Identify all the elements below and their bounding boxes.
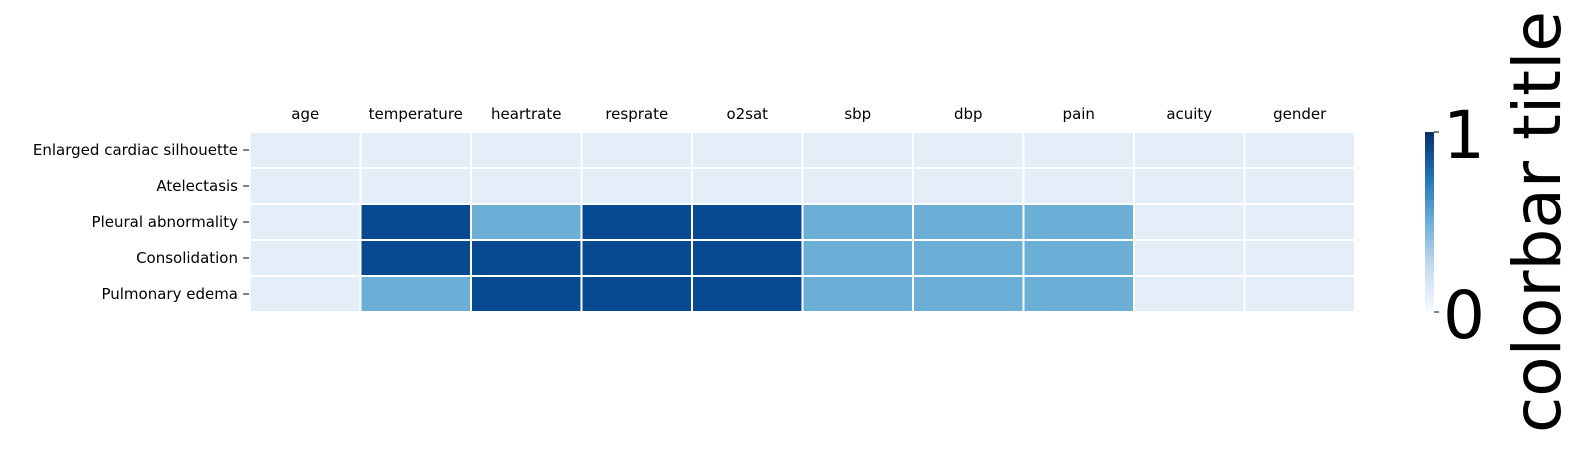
heatmap-cell xyxy=(912,275,1025,313)
heatmap-cell xyxy=(1133,239,1246,277)
heatmap-cell xyxy=(249,167,362,205)
heatmap-cell xyxy=(691,167,804,205)
heatmap-cell xyxy=(580,131,693,169)
column-label: sbp xyxy=(844,105,871,123)
heatmap-cell xyxy=(801,239,914,277)
heatmap-cell xyxy=(1133,203,1246,241)
column-label: heartrate xyxy=(491,105,561,123)
heatmap-cell xyxy=(249,131,362,169)
heatmap-cell xyxy=(580,203,693,241)
heatmap-cell xyxy=(691,131,804,169)
heatmap-cell xyxy=(1133,167,1246,205)
column-label: dbp xyxy=(954,105,983,123)
heatmap-cell xyxy=(801,203,914,241)
heatmap-cell xyxy=(580,275,693,313)
heatmap-cell xyxy=(1243,131,1356,169)
heatmap-cell xyxy=(249,239,362,277)
column-label: acuity xyxy=(1166,105,1212,123)
heatmap-cell xyxy=(359,131,472,169)
heatmap-cell xyxy=(359,239,472,277)
column-label: o2sat xyxy=(726,105,768,123)
heatmap-cell xyxy=(249,203,362,241)
heatmap-cells xyxy=(249,131,1356,313)
heatmap-cell xyxy=(1022,131,1135,169)
colorbar: 1 0 colorbar title xyxy=(1425,11,1576,433)
row-labels: Enlarged cardiac silhouette Atelectasis Pl… xyxy=(33,141,249,303)
colorbar-gradient-bar xyxy=(1425,132,1434,312)
heatmap-cell xyxy=(1022,203,1135,241)
heatmap-cell xyxy=(691,203,804,241)
column-labels: age temperature heartrate resprate o2sat sbp d… xyxy=(291,105,1327,123)
heatmap-cell xyxy=(359,203,472,241)
heatmap-cell xyxy=(249,275,362,313)
heatmap-cell xyxy=(1243,167,1356,205)
row-label: Enlarged cardiac silhouette xyxy=(33,141,238,159)
colorbar-title: colorbar title xyxy=(1499,11,1576,433)
heatmap-cell xyxy=(470,203,583,241)
heatmap-cell xyxy=(1133,275,1246,313)
heatmap-cell xyxy=(1022,167,1135,205)
heatmap-cell xyxy=(912,239,1025,277)
heatmap-cell xyxy=(912,131,1025,169)
column-label: temperature xyxy=(369,105,463,123)
column-label: pain xyxy=(1063,105,1095,123)
row-label: Pulmonary edema xyxy=(101,285,238,303)
heatmap-cell xyxy=(580,239,693,277)
heatmap-cell xyxy=(470,239,583,277)
row-label: Consolidation xyxy=(136,249,238,267)
row-label: Atelectasis xyxy=(156,177,238,195)
column-label: age xyxy=(291,105,319,123)
heatmap-cell xyxy=(912,203,1025,241)
heatmap-cell xyxy=(801,131,914,169)
column-label: resprate xyxy=(605,105,668,123)
heatmap-cell xyxy=(359,275,472,313)
heatmap-cell xyxy=(359,167,472,205)
heatmap-cell xyxy=(1022,239,1135,277)
row-label: Pleural abnormality xyxy=(92,213,239,231)
heatmap-cell xyxy=(801,275,914,313)
heatmap-cell xyxy=(470,167,583,205)
heatmap-cell xyxy=(912,167,1025,205)
heatmap-cell xyxy=(801,167,914,205)
heatmap-cell xyxy=(691,239,804,277)
heatmap-cell xyxy=(691,275,804,313)
heatmap-cell xyxy=(1243,203,1356,241)
heatmap-cell xyxy=(1243,239,1356,277)
heatmap-cell xyxy=(470,275,583,313)
heatmap-cell xyxy=(1133,131,1246,169)
heatmap-cell xyxy=(580,167,693,205)
colorbar-tick-label-max: 1 xyxy=(1443,97,1485,174)
heatmap-cell xyxy=(470,131,583,169)
heatmap-cell xyxy=(1243,275,1356,313)
column-label: gender xyxy=(1273,105,1327,123)
colorbar-tick-label-min: 0 xyxy=(1443,277,1485,354)
heatmap-cell xyxy=(1022,275,1135,313)
